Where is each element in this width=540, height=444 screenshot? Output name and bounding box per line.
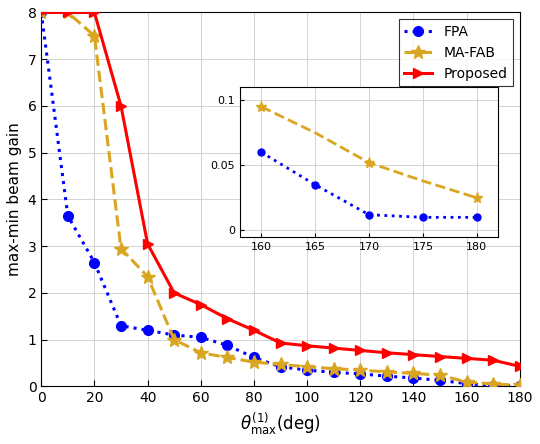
MA-FAB — [65, 10, 71, 15]
FPA — [251, 355, 257, 360]
MA-FAB — [91, 33, 98, 39]
Proposed — [144, 241, 151, 246]
Proposed — [463, 356, 470, 361]
FPA — [517, 383, 523, 388]
Proposed — [277, 340, 284, 345]
Proposed — [383, 350, 390, 356]
X-axis label: $\theta_{\mathrm{max}}^{(1)}$(deg): $\theta_{\mathrm{max}}^{(1)}$(deg) — [240, 411, 321, 437]
Proposed — [437, 354, 443, 359]
MA-FAB — [330, 366, 337, 371]
Proposed — [118, 103, 124, 109]
Proposed — [517, 364, 523, 369]
Proposed — [410, 352, 417, 357]
MA-FAB — [517, 383, 523, 388]
FPA — [38, 10, 44, 15]
Proposed — [91, 10, 98, 15]
Proposed — [304, 343, 310, 349]
Proposed — [38, 10, 44, 15]
Line: Proposed: Proposed — [36, 8, 525, 371]
MA-FAB — [357, 368, 363, 373]
Proposed — [198, 302, 204, 307]
FPA — [304, 368, 310, 373]
Line: MA-FAB: MA-FAB — [35, 5, 526, 392]
Line: FPA: FPA — [36, 8, 525, 391]
MA-FAB — [437, 373, 443, 378]
Legend: FPA, MA-FAB, Proposed: FPA, MA-FAB, Proposed — [399, 20, 513, 87]
FPA — [224, 343, 231, 348]
MA-FAB — [490, 381, 496, 387]
FPA — [330, 370, 337, 375]
FPA — [357, 371, 363, 377]
FPA — [410, 375, 417, 381]
MA-FAB — [198, 350, 204, 356]
MA-FAB — [171, 337, 178, 342]
MA-FAB — [410, 371, 417, 376]
FPA — [383, 373, 390, 379]
Proposed — [171, 290, 178, 296]
FPA — [463, 381, 470, 386]
FPA — [198, 335, 204, 340]
MA-FAB — [144, 274, 151, 279]
MA-FAB — [304, 364, 310, 369]
MA-FAB — [118, 246, 124, 251]
FPA — [277, 364, 284, 369]
MA-FAB — [224, 355, 231, 360]
Proposed — [224, 316, 231, 321]
FPA — [144, 328, 151, 333]
Proposed — [251, 328, 257, 333]
Y-axis label: max-min beam gain: max-min beam gain — [7, 123, 22, 276]
MA-FAB — [251, 360, 257, 365]
FPA — [118, 323, 124, 328]
MA-FAB — [463, 379, 470, 385]
FPA — [65, 213, 71, 218]
FPA — [490, 383, 496, 388]
Proposed — [330, 345, 337, 351]
MA-FAB — [277, 362, 284, 367]
MA-FAB — [38, 10, 44, 15]
Proposed — [65, 10, 71, 15]
FPA — [437, 378, 443, 383]
FPA — [91, 260, 98, 265]
Proposed — [357, 348, 363, 353]
FPA — [171, 333, 178, 338]
Proposed — [490, 357, 496, 363]
MA-FAB — [383, 369, 390, 375]
